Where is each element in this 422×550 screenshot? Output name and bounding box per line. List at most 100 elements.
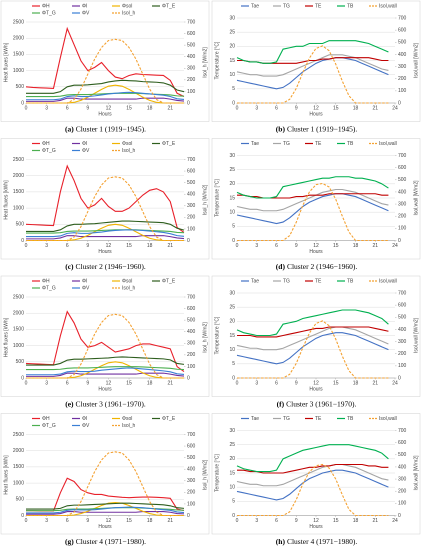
y2-tick-label: 400	[398, 52, 407, 58]
y-tick-label: 0	[232, 238, 235, 244]
x-tick-label: 6	[66, 380, 69, 386]
caption-text: Cluster 3 (1961−1970).	[286, 399, 356, 408]
y2-tick-label: 600	[398, 302, 407, 308]
x-tick-label: 0	[25, 105, 28, 111]
y-axis-label: Heat fluxes [kWh]	[3, 180, 9, 220]
caption-label: (d)	[276, 262, 286, 271]
series-line	[237, 182, 389, 242]
series-line	[236, 193, 389, 225]
y2-tick-label: 400	[398, 464, 407, 470]
y-tick-label: 30	[229, 153, 235, 159]
x-tick-label: 12	[106, 518, 112, 524]
y2-tick-label: 700	[187, 294, 196, 300]
panel-border	[211, 413, 421, 535]
x-axis-label: Hours	[309, 249, 323, 255]
series-line	[26, 91, 185, 101]
x-tick-label: 12	[313, 380, 319, 386]
y-tick-label: 10	[229, 209, 235, 215]
y-tick-label: 15	[229, 333, 235, 339]
y2-tick-label: 0	[187, 375, 190, 381]
y-tick-label: 500	[16, 497, 25, 503]
y2-tick-label: 400	[398, 189, 407, 195]
x-tick-label: 12	[313, 105, 319, 111]
series-line	[237, 463, 389, 474]
series-line	[236, 309, 389, 337]
y-tick-label: 25	[229, 167, 235, 173]
y2-axis-label: Isol_h [W/m2]	[202, 184, 208, 215]
x-tick-label: 21	[167, 105, 173, 111]
legend-label: ΦH	[42, 416, 50, 422]
y2-tick-label: 600	[398, 27, 407, 33]
x-tick-label: 9	[86, 380, 89, 386]
legend-label: ΦI	[82, 3, 87, 9]
y2-tick-label: 500	[398, 177, 407, 183]
caption-text: Cluster 3 (1961−1970).	[76, 399, 146, 408]
x-axis-label: Hours	[98, 386, 112, 392]
y-tick-label: 5	[232, 361, 235, 367]
x-tick-label: 15	[333, 243, 339, 249]
legend-label: TE	[315, 416, 322, 422]
caption-text: Cluster 4 (1971−1980).	[287, 537, 357, 546]
x-tick-label: 0	[236, 105, 239, 111]
x-tick-label: 6	[66, 518, 69, 524]
y-tick-label: 2000	[13, 173, 24, 179]
y-tick-label: 30	[229, 290, 235, 296]
x-tick-label: 12	[106, 243, 112, 249]
legend-label: TG	[283, 278, 290, 284]
y2-tick-label: 400	[187, 54, 196, 60]
legend-label: Tae	[251, 3, 259, 9]
y-tick-label: 20	[229, 319, 235, 325]
y2-tick-label: 300	[187, 478, 196, 484]
x-tick-label: 15	[126, 518, 132, 524]
y-axis-label: Temperature [°C]	[214, 453, 220, 491]
x-tick-label: 3	[45, 105, 48, 111]
y2-tick-label: 200	[398, 489, 407, 495]
panel-border	[211, 138, 421, 260]
y-tick-label: 1000	[13, 205, 24, 211]
y2-tick-label: 600	[398, 165, 407, 171]
y2-tick-label: 700	[398, 15, 407, 21]
y2-tick-label: 0	[187, 238, 190, 244]
y2-tick-label: 300	[398, 201, 407, 207]
legend-label: ΦT_G	[42, 285, 56, 291]
legend-label: ΦT_G	[42, 148, 56, 154]
legend-label: Isol,wall	[379, 278, 397, 284]
y-tick-label: 20	[229, 181, 235, 187]
legend-label: Tae	[251, 141, 259, 147]
y-tick-label: 25	[229, 29, 235, 35]
y-tick-label: 10	[229, 347, 235, 353]
y2-axis-label: Isol_h [W/m2]	[202, 47, 208, 78]
y2-axis-label: Isol_h [W/m2]	[202, 459, 208, 490]
x-tick-label: 18	[147, 243, 153, 249]
x-axis-label: Hours	[309, 386, 323, 392]
y2-tick-label: 500	[398, 40, 407, 46]
x-axis-label: Hours	[98, 249, 112, 255]
caption: (b) Cluster 1 (1919−1945).	[276, 124, 358, 133]
x-tick-label: 24	[392, 243, 398, 249]
x-tick-label: 15	[126, 243, 132, 249]
x-tick-label: 3	[45, 518, 48, 524]
series-line	[26, 372, 185, 377]
x-tick-label: 21	[372, 380, 378, 386]
legend-label: ΦV	[82, 148, 90, 154]
x-axis-label: Hours	[98, 524, 112, 530]
y-tick-label: 30	[229, 428, 235, 434]
y2-tick-label: 200	[187, 352, 196, 358]
series-line	[237, 320, 389, 379]
legend-label: Φsol	[122, 416, 132, 422]
caption: (c) Cluster 2 (1946−1960).	[65, 262, 146, 271]
series-line	[26, 451, 184, 517]
y-tick-label: 2000	[13, 448, 24, 454]
y2-axis-label: Isol,wall [W/m2]	[413, 455, 419, 491]
y2-tick-label: 0	[398, 238, 401, 244]
y-tick-label: 2000	[13, 36, 24, 42]
x-tick-label: 21	[167, 243, 173, 249]
series-line	[236, 444, 389, 473]
y2-tick-label: 0	[187, 100, 190, 106]
panel-border	[0, 413, 210, 535]
series-line	[26, 511, 185, 515]
legend-label: Isol_h	[122, 148, 136, 154]
x-tick-label: 0	[25, 243, 28, 249]
